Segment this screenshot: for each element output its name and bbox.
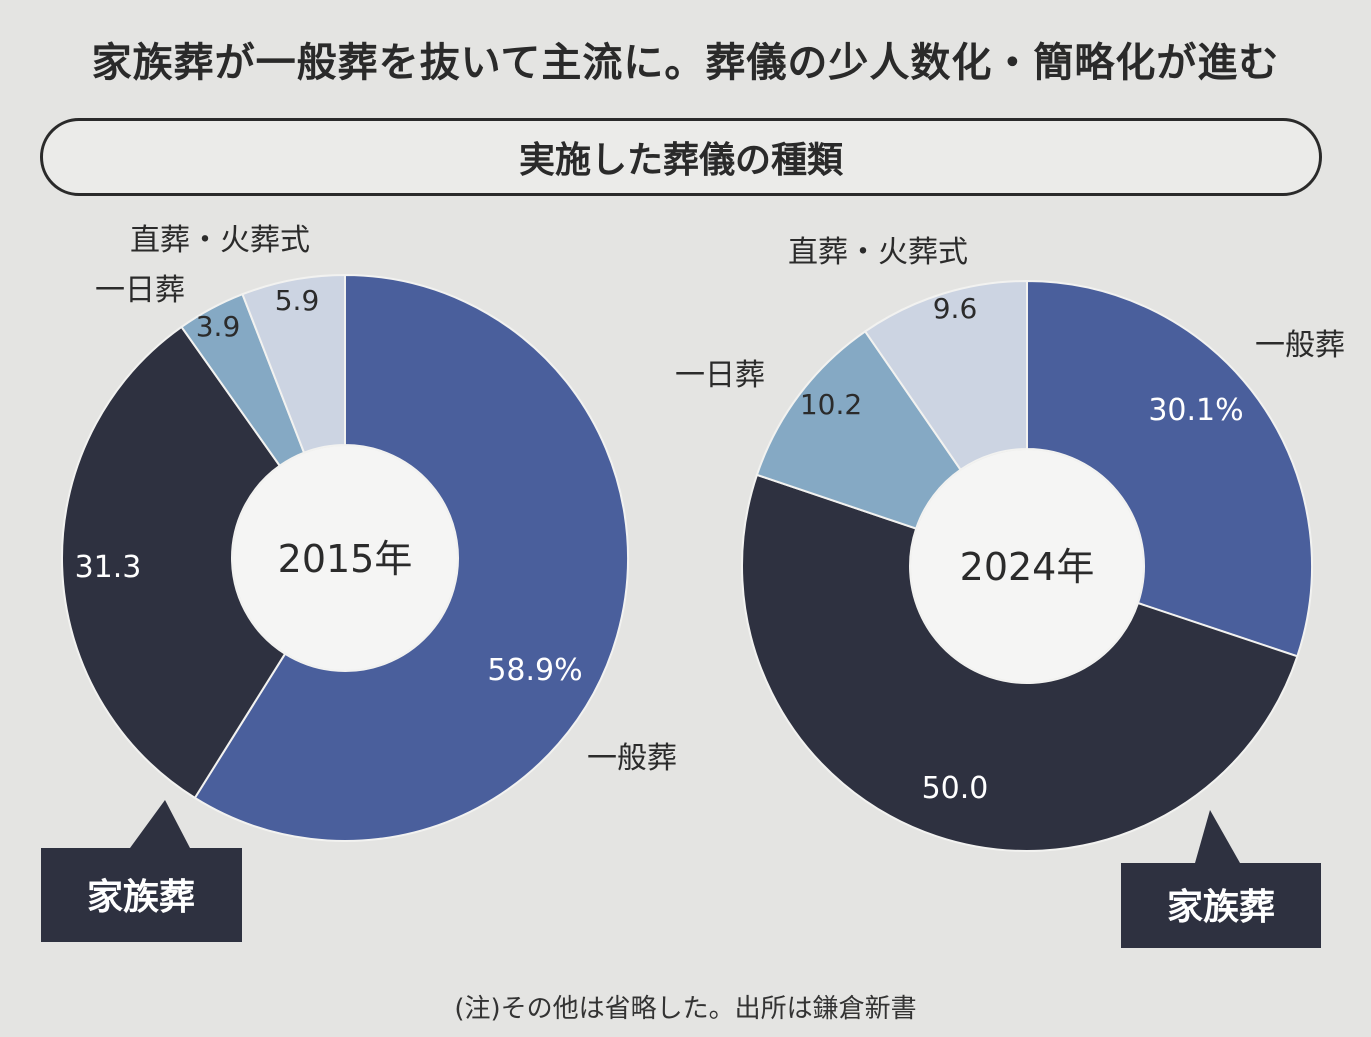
category-label-2015-0: 一般葬 [587, 741, 677, 776]
center-label-2024: 2024年 [960, 545, 1095, 589]
category-label-2015-1: 家族葬 [87, 877, 195, 918]
slice-2024-0 [1026, 279, 1313, 658]
category-label-2024-0: 一般葬 [1255, 328, 1345, 363]
callout-box-2024 [1121, 863, 1321, 948]
slice-2024-1 [740, 473, 1299, 853]
callout-box-2015 [41, 848, 242, 942]
category-label-2015-2: 一日葬 [95, 273, 185, 308]
donut-hole-2024 [911, 450, 1143, 682]
footnote: (注)その他は省略した。出所は鎌倉新書 [454, 994, 917, 1024]
callout-tail-2015 [130, 800, 190, 848]
value-label-2024-1: 50.0 [922, 771, 989, 806]
value-label-2024-3: 9.6 [933, 292, 978, 325]
donut-hole-2015 [233, 446, 457, 670]
category-label-2024-2: 一日葬 [675, 358, 765, 393]
slice-2015-1 [61, 325, 287, 800]
center-label-2015: 2015年 [278, 537, 413, 581]
category-label-2024-1: 家族葬 [1167, 887, 1275, 928]
value-label-2015-0: 58.9% [487, 653, 582, 688]
slice-2024-3 [863, 279, 1028, 472]
subtitle-box: 実施した葬儀の種類 [40, 118, 1322, 196]
slice-2015-3 [241, 273, 346, 454]
chart-subtitle: 実施した葬儀の種類 [518, 140, 843, 181]
value-label-2015-1: 31.3 [75, 550, 142, 585]
category-label-2015-3: 直葬・火葬式 [130, 223, 310, 258]
value-label-2015-2: 3.9 [196, 310, 241, 343]
callout-tail-2024 [1195, 810, 1240, 863]
category-label-2024-3: 直葬・火葬式 [788, 235, 968, 270]
value-label-2024-0: 30.1% [1148, 393, 1243, 428]
value-label-2024-2: 10.2 [800, 388, 862, 421]
headline: 家族葬が一般葬を抜いて主流に。葬儀の少人数化・簡略化が進む [91, 40, 1280, 86]
value-label-2015-3: 5.9 [275, 284, 320, 317]
slice-2015-0 [193, 273, 629, 842]
